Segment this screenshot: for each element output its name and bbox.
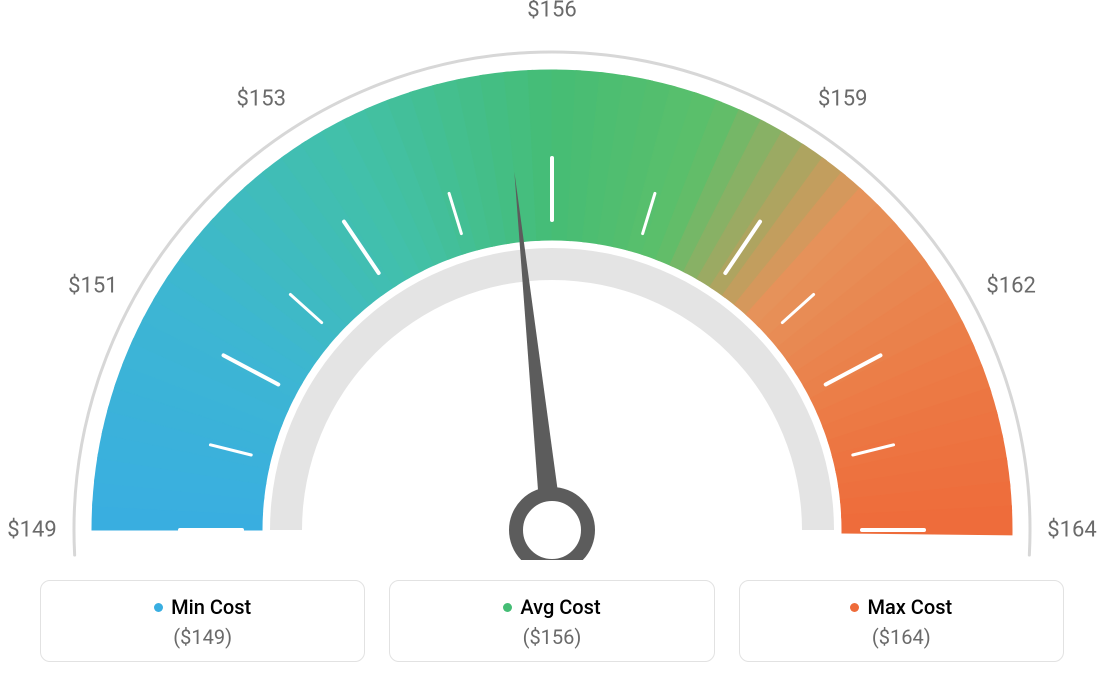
legend-row: Min Cost ($149) Avg Cost ($156) Max Cost… (0, 580, 1104, 662)
gauge-tick-label: $162 (986, 273, 1035, 298)
legend-label-max: Max Cost (867, 595, 952, 619)
gauge-svg (0, 0, 1104, 560)
legend-title-min: Min Cost (154, 595, 251, 619)
legend-value-max: ($164) (750, 625, 1053, 649)
dot-min (154, 603, 163, 612)
legend-value-avg: ($156) (400, 625, 703, 649)
gauge-chart: $149 $151 $153 $156 $159 $162 $164 (0, 0, 1104, 560)
gauge-tick-label: $149 (7, 518, 56, 543)
legend-card-max: Max Cost ($164) (739, 580, 1064, 662)
gauge-tick-label: $153 (236, 86, 285, 111)
legend-label-min: Min Cost (171, 595, 251, 619)
legend-title-max: Max Cost (850, 595, 952, 619)
legend-card-avg: Avg Cost ($156) (389, 580, 714, 662)
gauge-tick-label: $156 (527, 0, 576, 23)
dot-avg (503, 603, 512, 612)
legend-title-avg: Avg Cost (503, 595, 600, 619)
legend-label-avg: Avg Cost (520, 595, 600, 619)
dot-max (850, 603, 859, 612)
gauge-tick-label: $164 (1047, 518, 1096, 543)
gauge-tick-label: $159 (818, 86, 867, 111)
legend-card-min: Min Cost ($149) (40, 580, 365, 662)
gauge-tick-label: $151 (68, 273, 117, 298)
legend-value-min: ($149) (51, 625, 354, 649)
